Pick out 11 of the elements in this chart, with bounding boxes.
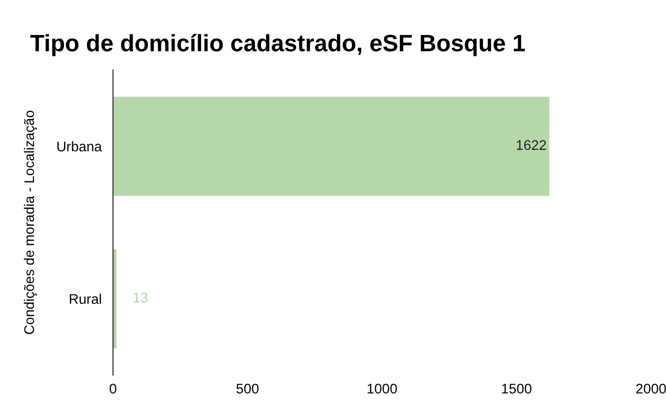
data-label: 1622 (516, 140, 546, 150)
data-label: 13 (134, 292, 148, 302)
x-tick-label: 1000 (368, 384, 397, 394)
x-tick-label: 1500 (502, 384, 532, 394)
y-tick-label: Rural (70, 294, 101, 304)
y-axis-title: Condições de moradia - Localização (24, 110, 37, 334)
x-tick-label: 0 (110, 384, 116, 394)
y-tick-label: Urbana (57, 141, 102, 152)
x-tick-label: 500 (236, 384, 259, 394)
x-tick-label: 2000 (636, 384, 666, 394)
chart-title: Tipo de domicílio cadastrado, eSF Bosque 1 (30, 34, 525, 56)
